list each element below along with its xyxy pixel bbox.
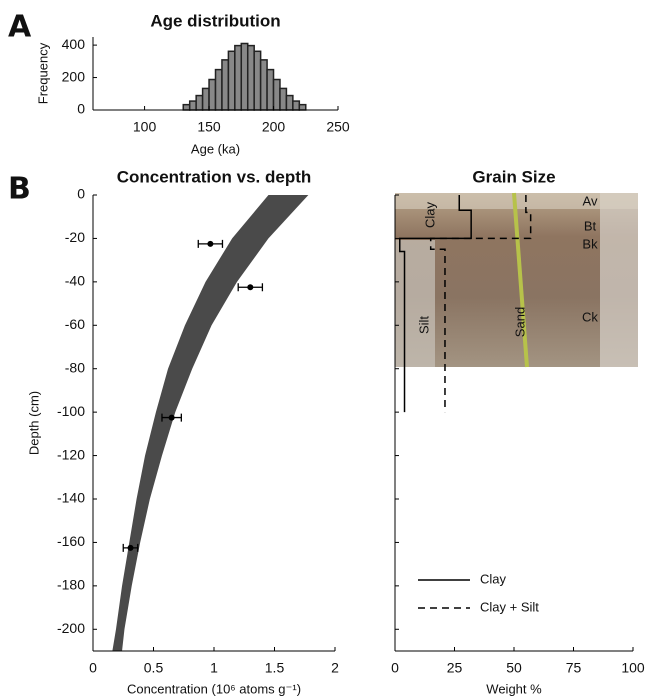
y-tick-label: -80 [65, 359, 85, 375]
histogram-bar [195, 94, 204, 111]
y-tick-label: -200 [57, 620, 85, 636]
histogram-bar [279, 87, 288, 111]
y-axis-label: Depth (cm) [26, 391, 41, 455]
annotation: Ck [582, 309, 598, 324]
data-point [207, 240, 214, 247]
annotation: Bk [582, 236, 598, 251]
histogram-bar [201, 87, 210, 111]
x-tick-label: 100 [133, 119, 157, 135]
y-tick-label: 0 [77, 101, 85, 117]
histogram-bar [234, 44, 243, 111]
x-axis-label: Weight % [486, 681, 542, 696]
model-band [112, 195, 309, 651]
soil-photo [395, 192, 638, 368]
histogram-bar [285, 94, 294, 111]
chart-title: Age distribution [150, 11, 280, 30]
annotation: Av [583, 193, 598, 208]
histogram-bar [221, 59, 230, 111]
x-tick-label: 100 [621, 660, 645, 676]
annotation: Silt [416, 316, 431, 334]
y-tick-label: -40 [65, 273, 85, 289]
legend-label: Clay [480, 571, 507, 586]
y-tick-label: 400 [62, 36, 86, 52]
histogram-bar [259, 59, 268, 111]
x-tick-label: 0 [391, 660, 399, 676]
y-tick-label: -20 [65, 229, 85, 245]
y-tick-label: 0 [77, 186, 85, 202]
y-tick-label: -180 [57, 577, 85, 593]
y-tick-label: 200 [62, 68, 86, 84]
x-tick-label: 0.5 [144, 660, 164, 676]
x-tick-label: 75 [566, 660, 582, 676]
panel-label: A [8, 10, 32, 45]
annotation: Sand [512, 307, 527, 337]
annotation: Clay [422, 202, 437, 229]
histogram-bar [272, 78, 281, 111]
x-tick-label: 2 [331, 660, 339, 676]
y-tick-label: -140 [57, 490, 85, 506]
y-tick-label: -60 [65, 316, 85, 332]
histogram-bar [246, 44, 255, 111]
x-tick-label: 200 [262, 119, 286, 135]
histogram-bar [208, 78, 217, 111]
y-axis-label: Frequency [35, 42, 50, 104]
histogram-bar [253, 50, 262, 111]
annotation: Bt [584, 218, 597, 233]
x-axis-label: Age (ka) [191, 141, 240, 156]
x-tick-label: 0 [89, 660, 97, 676]
chart-title: Grain Size [472, 167, 555, 186]
y-tick-label: -160 [57, 533, 85, 549]
x-axis-label: Concentration (10⁶ atoms g⁻¹) [127, 681, 301, 696]
data-point [247, 284, 254, 291]
histogram-bar [227, 50, 236, 111]
data-point [127, 544, 134, 551]
x-tick-label: 1 [210, 660, 218, 676]
x-tick-label: 50 [506, 660, 522, 676]
histogram-bar [292, 100, 301, 111]
chart-title: Concentration vs. depth [117, 167, 312, 186]
legend-label: Clay + Silt [480, 599, 539, 614]
histogram-bar [182, 103, 191, 111]
x-tick-label: 250 [326, 119, 350, 135]
x-tick-label: 25 [447, 660, 463, 676]
data-point [168, 414, 175, 421]
histogram-bar [214, 68, 223, 111]
grain-line [429, 195, 532, 413]
x-tick-label: 150 [197, 119, 221, 135]
histogram-bar [298, 103, 307, 111]
y-tick-label: -120 [57, 446, 85, 462]
grain-line [399, 195, 472, 413]
y-tick-label: -100 [57, 403, 85, 419]
histogram-bar [188, 100, 197, 111]
histogram-bar [240, 42, 249, 111]
histogram-bar [266, 68, 275, 111]
panel-label: B [8, 172, 31, 207]
x-tick-label: 1.5 [265, 660, 285, 676]
